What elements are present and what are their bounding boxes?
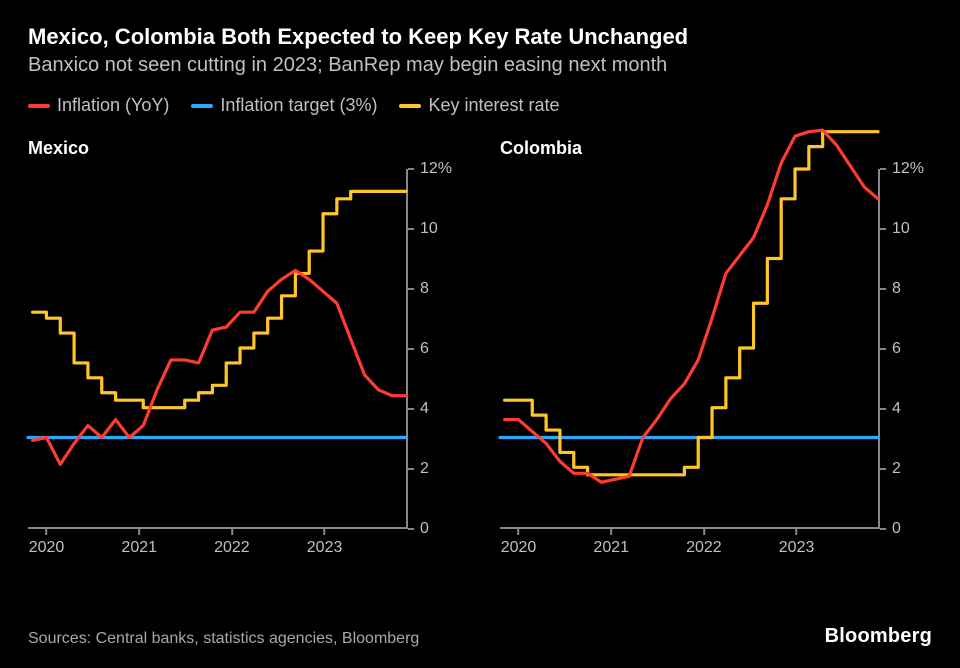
y-tick: 8 (408, 280, 429, 298)
panel-title: Mexico (28, 138, 460, 159)
chart-area: 12%1086420 (28, 169, 460, 529)
chart-title: Mexico, Colombia Both Expected to Keep K… (28, 24, 932, 50)
x-tick: 2020 (501, 529, 537, 557)
x-axis: 2020 2021 2022 2023 (28, 529, 408, 559)
y-tick: 6 (408, 340, 429, 358)
x-tick: 2023 (307, 529, 343, 557)
source-attribution: Sources: Central banks, statistics agenc… (28, 630, 419, 648)
x-tick: 2022 (686, 529, 722, 557)
y-tick: 12% (880, 160, 924, 178)
chart-subtitle: Banxico not seen cutting in 2023; BanRep… (28, 54, 932, 77)
plot-area (500, 169, 880, 529)
x-tick: 2021 (121, 529, 157, 557)
brand-logo: Bloomberg (825, 625, 932, 648)
y-tick: 2 (880, 460, 901, 478)
x-tick: 2020 (29, 529, 65, 557)
legend-swatch (399, 104, 421, 108)
plot-area (28, 169, 408, 529)
footer: Sources: Central banks, statistics agenc… (28, 625, 932, 648)
chart-panels: Mexico12%10864202020202120222023Colombia… (28, 138, 932, 559)
legend-label: Key interest rate (428, 95, 559, 116)
y-tick: 4 (408, 400, 429, 418)
panel-title: Colombia (500, 138, 932, 159)
legend-item: Inflation (YoY) (28, 95, 169, 116)
legend-label: Inflation (YoY) (57, 95, 169, 116)
legend-swatch (28, 104, 50, 108)
series-key-rate (505, 132, 878, 475)
y-tick: 12% (408, 160, 452, 178)
legend-item: Key interest rate (399, 95, 559, 116)
x-tick: 2021 (593, 529, 629, 557)
chart-panel: Colombia12%10864202020202120222023 (500, 138, 932, 559)
legend-swatch (191, 104, 213, 108)
legend: Inflation (YoY) Inflation target (3%) Key … (28, 95, 932, 116)
y-tick: 0 (880, 520, 901, 538)
y-tick: 6 (880, 340, 901, 358)
y-axis: 12%1086420 (408, 169, 460, 529)
y-axis: 12%1086420 (880, 169, 932, 529)
y-tick: 10 (408, 220, 438, 238)
x-tick: 2022 (214, 529, 250, 557)
legend-label: Inflation target (3%) (220, 95, 377, 116)
chart-panel: Mexico12%10864202020202120222023 (28, 138, 460, 559)
y-tick: 10 (880, 220, 910, 238)
series-key-rate (33, 191, 406, 407)
y-tick: 0 (408, 520, 429, 538)
x-axis: 2020 2021 2022 2023 (500, 529, 880, 559)
x-tick: 2023 (779, 529, 815, 557)
y-tick: 4 (880, 400, 901, 418)
y-tick: 2 (408, 460, 429, 478)
legend-item: Inflation target (3%) (191, 95, 377, 116)
y-tick: 8 (880, 280, 901, 298)
chart-area: 12%1086420 (500, 169, 932, 529)
